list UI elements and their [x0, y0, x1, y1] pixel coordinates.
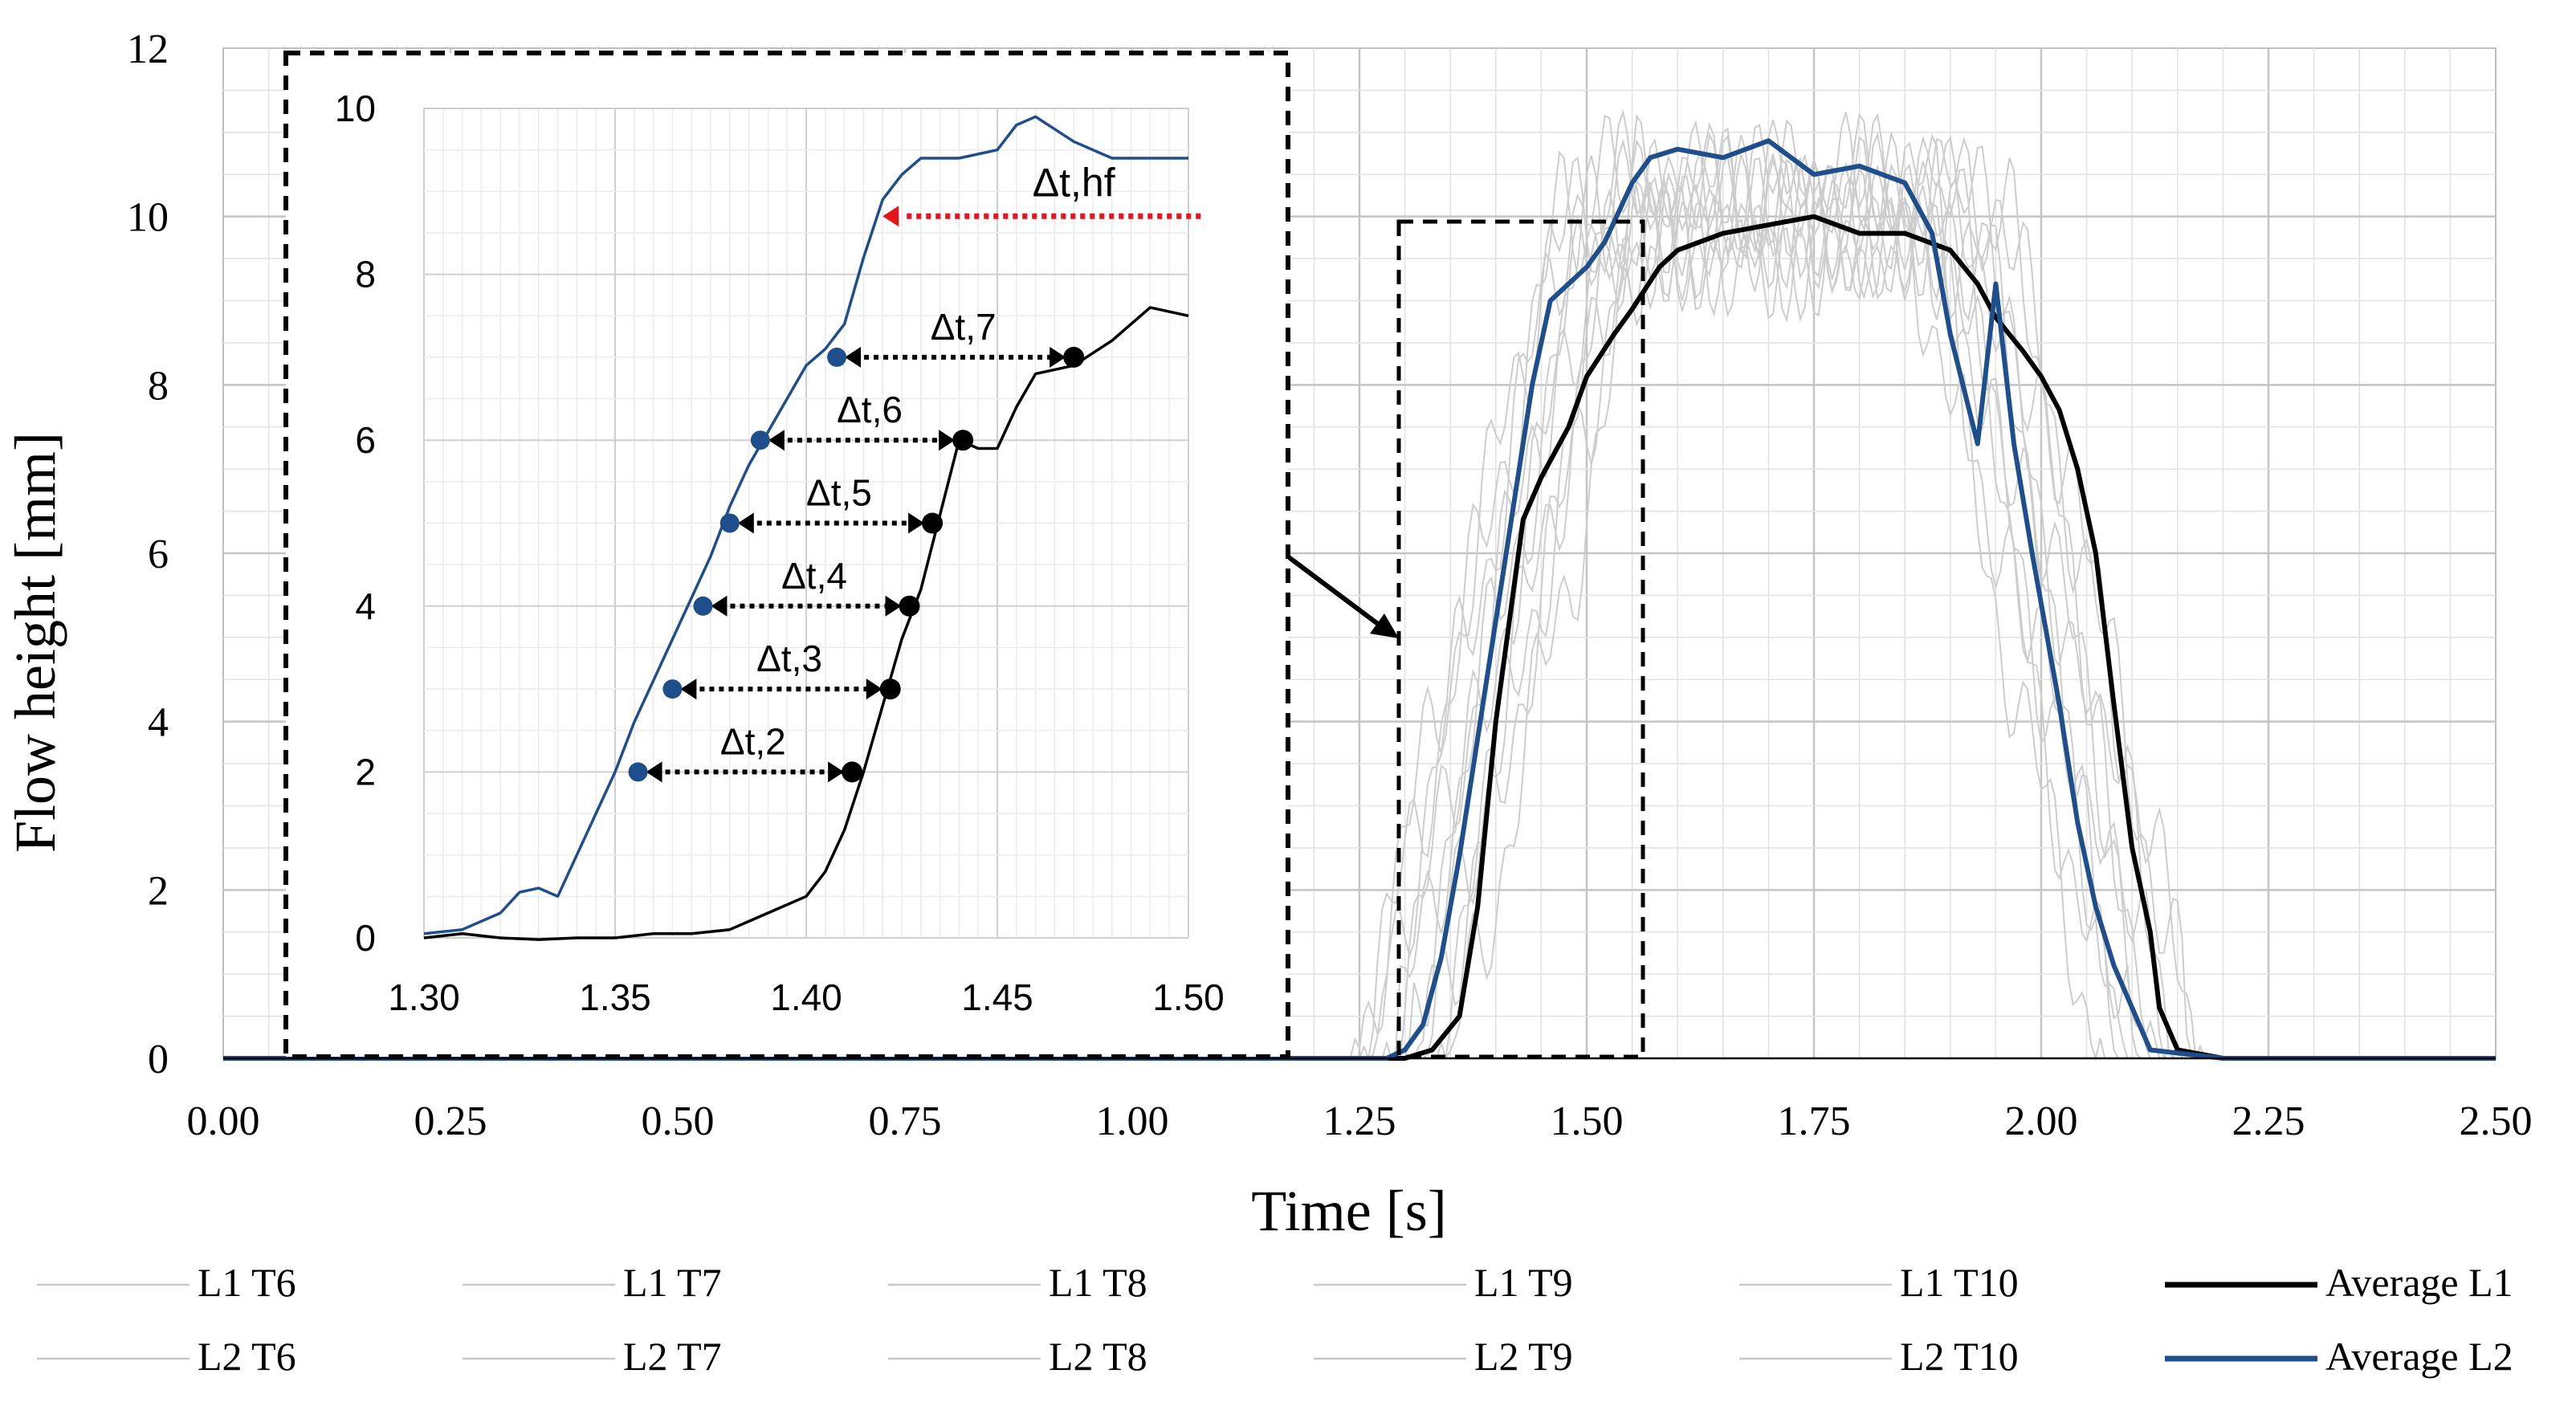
average-l2-line — [223, 138, 2496, 1061]
l1-threshold-marker — [899, 595, 920, 617]
legend-label: L1 T8 — [1049, 1260, 1147, 1305]
x-tick-label: 2.25 — [2232, 1098, 2305, 1144]
x-tick-label: 0.75 — [869, 1098, 942, 1144]
x-tick-label: 0.50 — [642, 1098, 715, 1144]
legend-label: L2 T10 — [1900, 1334, 2019, 1379]
inset-y-tick-label: 6 — [355, 419, 376, 461]
x-tick-label: 2.00 — [2005, 1098, 2078, 1144]
x-tick-label: 1.50 — [1551, 1098, 1624, 1144]
inset-x-tick-label: 1.50 — [1152, 976, 1225, 1018]
inset-y-tick-label: 4 — [355, 585, 376, 627]
x-tick-label: 0.00 — [187, 1098, 260, 1144]
inset-x-tick-label: 1.45 — [961, 976, 1033, 1018]
interval-arrow-head-left — [768, 430, 785, 451]
y-tick-label: 2 — [148, 868, 169, 914]
inset-y-tick-label: 0 — [355, 917, 376, 959]
average-lines — [223, 138, 2496, 1061]
inset-x-tick-label: 1.35 — [579, 976, 651, 1018]
interval-arrow-head-right — [885, 595, 902, 617]
y-tick-label: 12 — [127, 26, 169, 72]
x-tick-label: 2.50 — [2460, 1098, 2533, 1144]
legend-label: L2 T7 — [623, 1334, 722, 1379]
l2-threshold-marker — [827, 347, 847, 367]
main-axes: 0.00 0.25 0.50 0.75 1.00 1.25 1.50 1.75 2.00 2.25… — [127, 26, 2533, 1144]
x-axis-label: Time [s] — [1251, 1179, 1446, 1243]
l1-threshold-marker — [952, 430, 974, 451]
interval-label: Δt,3 — [756, 638, 822, 679]
hf-label: Δt,hf — [1033, 160, 1115, 205]
l1-threshold-marker — [1063, 346, 1085, 368]
legend-label: L2 T8 — [1049, 1334, 1147, 1379]
y-tick-label: 0 — [148, 1037, 169, 1082]
interval-arrow-head-right — [1050, 346, 1066, 368]
inset-x-tick-label: 1.40 — [770, 976, 842, 1018]
l2-threshold-marker — [693, 596, 713, 616]
legend-label: Average L1 — [2325, 1260, 2513, 1305]
y-tick-label: 8 — [148, 363, 169, 409]
zoom-boxes — [1287, 219, 1645, 1059]
y-axis-label: Flow height [mm] — [3, 432, 67, 853]
interval-arrow-head-left — [737, 512, 754, 534]
y-tick-label: 4 — [148, 700, 169, 746]
x-tick-label: 0.25 — [414, 1098, 487, 1144]
inset-x-tick-label: 1.30 — [388, 976, 460, 1018]
l2-threshold-marker — [750, 430, 770, 450]
zoom-region-box — [1396, 219, 1645, 1059]
interval-label: Δt,7 — [931, 306, 997, 348]
interval-arrow-head-left — [845, 346, 862, 368]
legend: L1 T6 L1 T7 L1 T8 L1 T9 L1 T10 Average L1 L2 T… — [37, 1260, 2513, 1379]
legend-label: L1 T9 — [1474, 1260, 1573, 1305]
legend-label: L2 T9 — [1474, 1334, 1573, 1379]
l2-threshold-marker — [719, 513, 740, 533]
interval-arrow-head-right — [866, 679, 882, 700]
x-tick-label: 1.00 — [1096, 1098, 1169, 1144]
inset-average-l1-line — [423, 306, 1189, 941]
l1-threshold-marker — [842, 761, 863, 783]
inset-y-tick-label: 10 — [335, 88, 376, 129]
legend-label: L1 T10 — [1900, 1260, 2019, 1305]
legend-label: Average L2 — [2325, 1334, 2513, 1379]
interval-label: Δt,4 — [781, 555, 847, 597]
inset-chart: 1.30 1.35 1.40 1.45 1.50 0 2 4 6 8 10 Δt,2 Δt,3 Δt,4 Δ… — [283, 51, 1290, 1059]
interval-arrow-head-left — [646, 761, 662, 783]
inset-y-tick-label: 8 — [355, 254, 376, 295]
interval-arrow-head-right — [939, 430, 956, 451]
l2-threshold-marker — [662, 679, 683, 699]
interval-arrow-head-right — [828, 761, 845, 783]
l1-threshold-marker — [922, 512, 944, 534]
legend-label: L2 T6 — [198, 1334, 296, 1379]
hf-arrow-head — [882, 206, 899, 227]
l1-threshold-marker — [879, 679, 901, 700]
interval-label: Δt,6 — [837, 389, 903, 430]
callout-arrow-head — [1370, 613, 1399, 638]
y-tick-label: 10 — [127, 195, 169, 241]
interval-arrow-head-left — [711, 595, 728, 617]
callout-arrow-line — [1287, 555, 1383, 629]
interval-label: Δt,2 — [720, 720, 786, 762]
l2-threshold-marker — [628, 762, 648, 782]
inset-y-tick-label: 2 — [355, 751, 376, 793]
inset-average-l2-line — [423, 115, 1188, 935]
interval-arrow-head-right — [908, 512, 925, 534]
interval-label: Δt,5 — [806, 472, 872, 514]
interval-arrow-head-left — [680, 679, 697, 700]
x-tick-label: 1.25 — [1323, 1098, 1396, 1144]
average-l1-line — [223, 214, 2496, 1061]
legend-label: L1 T7 — [623, 1260, 722, 1305]
legend-label: L1 T6 — [198, 1260, 296, 1305]
y-tick-label: 6 — [148, 532, 169, 577]
x-tick-label: 1.75 — [1778, 1098, 1851, 1144]
